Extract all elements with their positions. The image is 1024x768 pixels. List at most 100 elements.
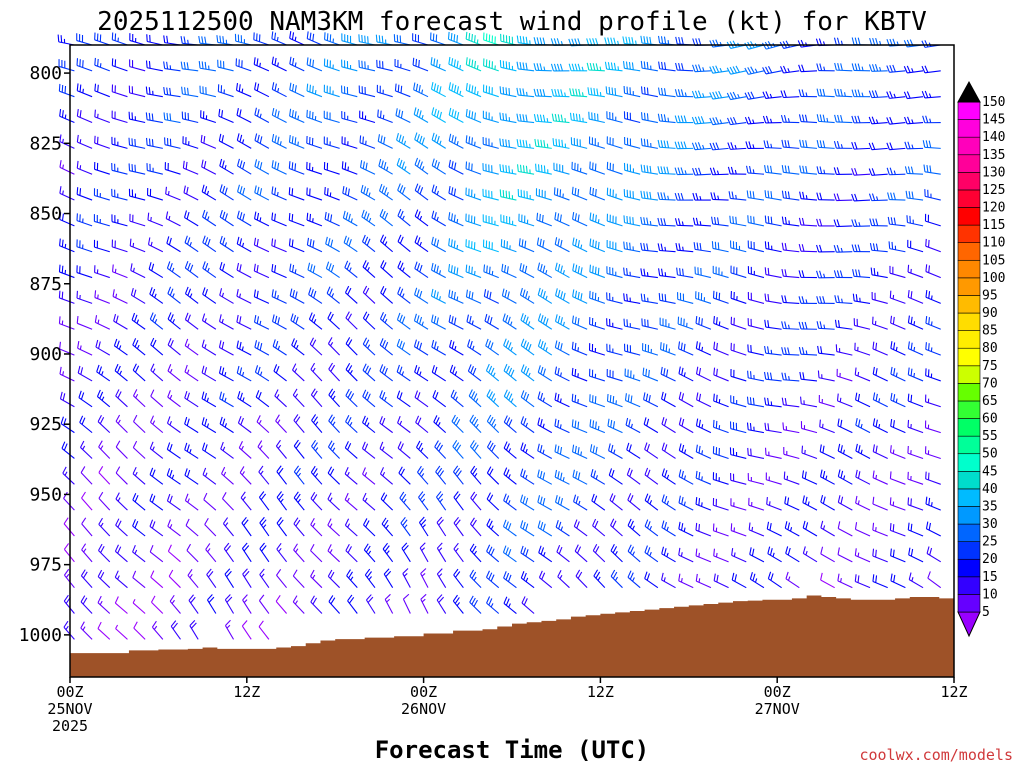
wind-barb — [535, 188, 552, 201]
wind-barb — [557, 570, 570, 589]
colorbar-label: 120 — [982, 201, 1005, 216]
wind-barb — [574, 544, 588, 563]
wind-barb — [520, 468, 535, 485]
wind-barb — [413, 82, 429, 98]
wind-barb — [111, 110, 128, 124]
wind-barb — [115, 492, 128, 511]
wind-barb — [729, 240, 747, 253]
wind-barb — [274, 389, 287, 408]
colorbar-label: 85 — [982, 324, 998, 339]
wind-barb — [659, 317, 676, 330]
wind-barb — [235, 83, 252, 98]
wind-barb — [276, 542, 288, 563]
wind-barb — [184, 468, 199, 485]
wind-barb — [780, 114, 800, 124]
wind-barb — [113, 313, 128, 330]
wind-barb — [63, 620, 75, 640]
wind-barb — [622, 36, 641, 46]
wind-barb — [397, 441, 411, 459]
wind-barb — [275, 594, 287, 614]
wind-barb — [76, 187, 93, 201]
wind-barb — [712, 419, 729, 434]
wind-barb — [925, 264, 941, 279]
wind-barb — [469, 543, 482, 563]
wind-barb — [554, 314, 570, 330]
wind-barb — [254, 133, 270, 149]
wind-barb — [184, 261, 199, 279]
wind-barb — [886, 64, 906, 73]
wind-barb — [365, 594, 376, 614]
wind-barb — [623, 293, 641, 304]
wind-barb — [288, 187, 305, 201]
wind-barb — [218, 340, 234, 356]
wind-barb — [276, 465, 288, 485]
wind-barb — [201, 365, 217, 382]
wind-barb — [436, 568, 447, 588]
wind-barb — [837, 547, 853, 563]
wind-barb — [448, 56, 464, 72]
wind-barb — [533, 63, 552, 72]
wind-barb — [589, 419, 606, 434]
wind-barb — [890, 548, 906, 563]
colorbar-bin — [957, 207, 981, 226]
wind-barb — [904, 141, 924, 150]
wind-barb — [306, 135, 323, 149]
wind-barb — [676, 267, 694, 279]
wind-barb — [623, 189, 641, 201]
wind-barb — [198, 35, 216, 46]
wind-barb — [889, 523, 906, 537]
wind-barb — [291, 338, 305, 356]
wind-barb — [695, 548, 712, 563]
wind-barb — [744, 116, 764, 125]
wind-barb — [623, 343, 641, 356]
wind-barb — [145, 60, 163, 72]
wind-barb — [693, 242, 711, 253]
wind-barb — [323, 84, 340, 98]
wind-barb — [290, 313, 305, 330]
wind-barb — [903, 91, 924, 100]
wind-barb — [218, 366, 234, 382]
y-tick-label: 900 — [29, 344, 62, 365]
wind-barb — [695, 291, 712, 304]
y-tick-label: 975 — [29, 555, 62, 576]
wind-barb — [163, 61, 181, 72]
wind-barb — [452, 594, 464, 614]
wind-barb — [482, 239, 499, 253]
wind-barb — [536, 237, 553, 253]
wind-barb — [640, 86, 658, 98]
wind-barb — [568, 63, 588, 72]
wind-barb — [470, 465, 482, 485]
wind-barb — [674, 141, 694, 150]
wind-barb — [97, 414, 111, 434]
wind-barb — [887, 216, 906, 227]
wind-barb — [114, 596, 128, 614]
wind-barb — [520, 571, 535, 589]
wind-barb — [712, 523, 729, 537]
colorbar-bin — [957, 400, 981, 419]
wind-barb — [379, 441, 393, 459]
wind-barb — [224, 594, 235, 614]
wind-barb — [59, 366, 75, 382]
wind-barb — [537, 443, 553, 459]
wind-barb — [675, 36, 694, 46]
wind-barb — [59, 391, 75, 408]
wind-barb — [851, 115, 871, 124]
wind-barb — [345, 337, 358, 356]
wind-barb — [640, 216, 658, 227]
wind-barb — [292, 363, 305, 382]
wind-barb — [644, 442, 659, 459]
wind-barb — [184, 286, 199, 304]
wind-barb — [146, 187, 163, 201]
wind-barb — [538, 570, 553, 589]
colorbar-bin — [957, 453, 981, 472]
wind-barb — [76, 316, 93, 330]
wind-barb — [379, 183, 393, 201]
wind-barb — [610, 569, 623, 589]
wind-barb — [448, 289, 464, 304]
wind-barb — [469, 595, 482, 614]
wind-barb — [482, 110, 499, 124]
wind-barb — [341, 161, 358, 175]
wind-barb — [785, 546, 800, 563]
wind-barb — [111, 136, 128, 149]
wind-barb — [115, 389, 128, 408]
